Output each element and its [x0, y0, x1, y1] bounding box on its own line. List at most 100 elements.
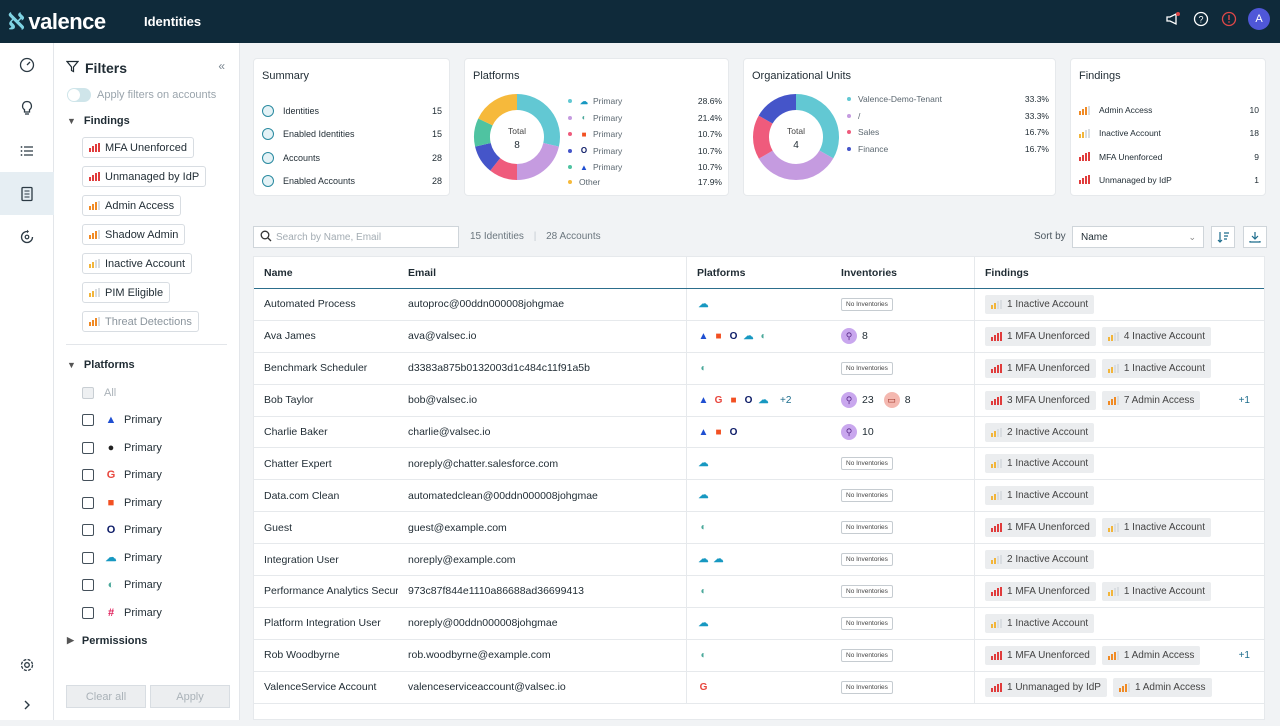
table-row[interactable]: Data.com Clean automatedclean@00ddn000008…	[254, 480, 1264, 513]
org-unit-slice[interactable]	[758, 94, 797, 124]
findings-row[interactable]: Unmanaged by IdP 1	[1079, 175, 1259, 185]
finding-filter-chip[interactable]: Admin Access	[82, 195, 182, 216]
legend-item[interactable]: ◐ Primary 21.4%	[568, 111, 722, 125]
identities-icon[interactable]	[0, 172, 54, 215]
finding-tag[interactable]: 1 Inactive Account	[1101, 358, 1211, 378]
table-row[interactable]: Platform Integration User noreply@00ddn00…	[254, 607, 1264, 640]
findings-row[interactable]: Inactive Account 18	[1079, 128, 1259, 138]
platform-filter-item[interactable]: O Primary	[82, 517, 239, 545]
legend-item[interactable]: ▲ Primary 10.7%	[568, 160, 722, 174]
finding-tag[interactable]: 1 Admin Access	[1112, 677, 1212, 697]
alert-icon[interactable]	[1220, 10, 1238, 28]
finding-filter-chip[interactable]: MFA Unenforced	[82, 137, 194, 158]
apply-button[interactable]: Apply	[150, 685, 230, 708]
platforms-section-header[interactable]: ▼ Platforms	[67, 359, 239, 371]
platform-checkbox[interactable]	[82, 551, 94, 564]
col-inventories-header[interactable]: Inventories	[831, 257, 975, 288]
inventory-item[interactable]: ⚲ 23	[841, 392, 874, 409]
findings-row[interactable]: Admin Access 10	[1079, 105, 1259, 115]
more-platforms-link[interactable]: +2	[780, 394, 792, 406]
sort-order-button[interactable]	[1211, 226, 1235, 248]
finding-tag[interactable]: 1 Inactive Account	[985, 486, 1095, 506]
dashboard-icon[interactable]	[0, 43, 54, 86]
table-row[interactable]: Integration User noreply@example.com ☁ ☁ No …	[254, 544, 1264, 577]
megaphone-icon[interactable]	[1164, 10, 1182, 28]
inventory-item[interactable]: ⚲ 10	[841, 424, 874, 440]
finding-tag[interactable]: 7 Admin Access	[1101, 390, 1201, 410]
all-checkbox[interactable]	[82, 386, 94, 399]
finding-filter-chip[interactable]: Shadow Admin	[82, 224, 186, 245]
platform-filter-item[interactable]: ▲ Primary	[82, 407, 239, 435]
col-findings-header[interactable]: Findings	[985, 266, 1029, 279]
table-row[interactable]: Guest guest@example.com ◐ No Inventories 1 M…	[254, 512, 1264, 545]
legend-item[interactable]: / 33.3%	[847, 111, 1049, 121]
identity-name[interactable]: ValenceService Account	[264, 681, 377, 694]
legend-item[interactable]: ☁ Primary 28.6%	[568, 94, 722, 108]
finding-tag[interactable]: 1 Inactive Account	[1101, 518, 1211, 538]
legend-item[interactable]: Finance 16.7%	[847, 144, 1049, 154]
identity-name[interactable]: Charlie Baker	[264, 426, 328, 438]
legend-item[interactable]: Valence-Demo-Tenant 33.3%	[847, 94, 1049, 104]
finding-tag[interactable]: 1 Inactive Account	[985, 454, 1095, 474]
identity-name[interactable]: Bob Taylor	[264, 394, 314, 407]
identity-name[interactable]: Platform Integration User	[264, 617, 381, 630]
col-email-header[interactable]: Email	[408, 266, 437, 279]
clear-all-button[interactable]: Clear all	[66, 685, 146, 708]
table-row[interactable]: Charlie Baker charlie@valsec.io ▲ ■ O ⚲ 10 2 In…	[254, 416, 1264, 449]
inventory-item[interactable]: ▭ 8	[883, 392, 911, 409]
platform-checkbox[interactable]	[82, 469, 94, 482]
finding-filter-chip[interactable]: PIM Eligible	[82, 282, 171, 303]
identity-name[interactable]: Performance Analytics Secur	[264, 585, 398, 598]
table-row[interactable]: Ava James ava@valsec.io ▲ ■ O ☁ ◐ ⚲ 8 1 MFA Unenf…	[254, 320, 1264, 353]
finding-tag[interactable]: 1 MFA Unenforced	[985, 581, 1096, 601]
table-row[interactable]: Chatter Expert noreply@chatter.salesforce…	[254, 448, 1264, 481]
finding-tag[interactable]: 1 Admin Access	[1101, 645, 1201, 665]
org-unit-slice[interactable]	[758, 150, 834, 180]
finding-tag[interactable]: 1 Inactive Account	[985, 294, 1095, 314]
identity-name[interactable]: Data.com Clean	[264, 489, 340, 502]
table-row[interactable]: Automated Process autoproc@00ddn000008joh…	[254, 289, 1264, 321]
platform-checkbox[interactable]	[82, 414, 94, 427]
apply-filters-toggle-row[interactable]: Apply filters on accounts	[67, 88, 239, 102]
finding-filter-chip[interactable]: Threat Detections	[82, 311, 199, 332]
platform-filter-item[interactable]: # Primary	[82, 599, 239, 627]
search-input[interactable]: Search by Name, Email	[253, 226, 459, 248]
platform-checkbox[interactable]	[82, 606, 94, 619]
identity-name[interactable]: Ava James	[264, 330, 316, 343]
col-platforms-header[interactable]: Platforms	[686, 257, 831, 288]
collapse-panel-icon[interactable]: «	[218, 59, 225, 73]
identity-name[interactable]: Integration User	[264, 553, 339, 566]
platform-checkbox[interactable]	[82, 441, 94, 454]
col-name-header[interactable]: Name	[264, 266, 293, 279]
table-row[interactable]: Rob Woodbyrne rob.woodbyrne@example.com ◐ N…	[254, 639, 1264, 672]
settings-icon[interactable]	[0, 643, 54, 686]
finding-tag[interactable]: 1 MFA Unenforced	[985, 358, 1096, 378]
finding-tag[interactable]: 1 Inactive Account	[985, 613, 1095, 633]
platform-filter-item[interactable]: ☁ Primary	[82, 544, 239, 572]
platform-checkbox[interactable]	[82, 496, 94, 509]
apply-filters-toggle[interactable]	[67, 88, 91, 102]
platform-slice[interactable]	[516, 142, 559, 180]
platform-filter-item[interactable]: ● Primary	[82, 434, 239, 462]
table-row[interactable]: Performance Analytics Secur 973c87f844e11…	[254, 576, 1264, 608]
identity-name[interactable]: Chatter Expert	[264, 457, 332, 470]
finding-filter-chip[interactable]: Unmanaged by IdP	[82, 166, 207, 187]
finding-tag[interactable]: 2 Inactive Account	[985, 422, 1095, 442]
identity-name[interactable]: Rob Woodbyrne	[264, 649, 340, 662]
finding-tag[interactable]: 1 MFA Unenforced	[985, 518, 1096, 538]
findings-row[interactable]: MFA Unenforced 9	[1079, 152, 1259, 162]
finding-tag[interactable]: 1 Unmanaged by IdP	[985, 677, 1107, 697]
lightbulb-icon[interactable]	[0, 86, 54, 129]
identity-name[interactable]: Automated Process	[264, 298, 356, 311]
org-unit-slice[interactable]	[795, 94, 839, 159]
more-findings-link[interactable]: +1	[1238, 394, 1250, 406]
legend-item[interactable]: O Primary 10.7%	[568, 144, 722, 158]
download-button[interactable]	[1243, 226, 1267, 248]
platform-slice[interactable]	[474, 118, 493, 147]
platform-filter-item[interactable]: ◐ Primary	[82, 572, 239, 600]
finding-tag[interactable]: 1 MFA Unenforced	[985, 645, 1096, 665]
platform-filter-item[interactable]: ■ Primary	[82, 489, 239, 517]
platform-checkbox[interactable]	[82, 579, 94, 592]
sync-icon[interactable]	[0, 215, 54, 258]
findings-section-header[interactable]: ▼ Findings	[67, 115, 239, 127]
